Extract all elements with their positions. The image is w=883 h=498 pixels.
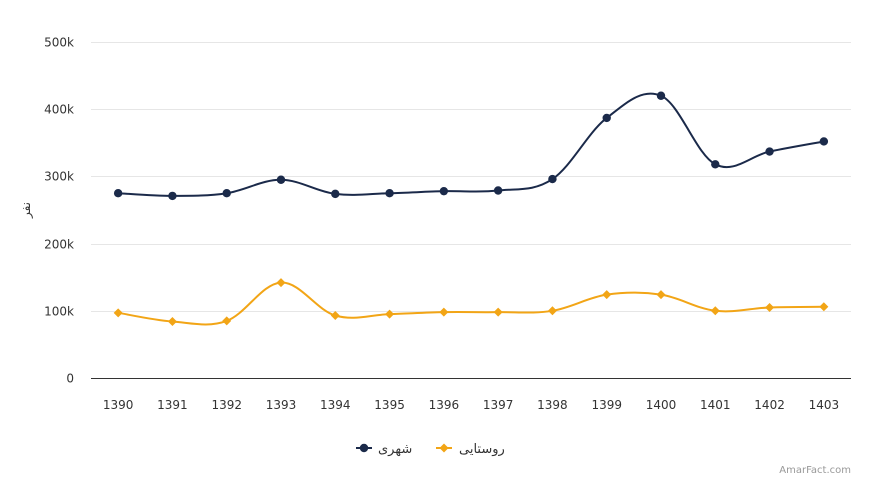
data-point[interactable] (711, 160, 720, 169)
data-point[interactable] (439, 307, 449, 317)
y-tick-label: 100k (44, 305, 74, 319)
x-tick-label: 1391 (157, 398, 188, 412)
x-tick-label: 1401 (700, 398, 731, 412)
data-point[interactable] (276, 175, 286, 184)
legend[interactable]: شهری روستایی (356, 442, 505, 457)
legend-label: روستایی (459, 442, 505, 457)
x-tick-label: 1396 (429, 398, 460, 412)
data-point[interactable] (656, 91, 666, 100)
series-line (117, 281, 824, 326)
data-point[interactable] (819, 137, 829, 146)
data-point[interactable] (765, 302, 775, 312)
data-point[interactable] (602, 113, 611, 123)
data-point[interactable] (710, 306, 720, 316)
data-point[interactable] (113, 189, 123, 198)
data-point[interactable] (222, 189, 231, 198)
data-point[interactable] (385, 309, 395, 319)
legend-item-1[interactable]: شهری (356, 442, 412, 457)
data-point[interactable] (819, 302, 829, 312)
y-tick-label: 500k (44, 36, 74, 50)
y-axis-ticks: 0 100k 200k 300k 400k 500k (44, 36, 74, 386)
data-point[interactable] (167, 317, 177, 327)
data-point[interactable] (168, 191, 177, 201)
data-point[interactable] (493, 307, 503, 317)
x-tick-label: 1390 (103, 398, 134, 412)
grid-lines (91, 42, 851, 312)
data-point[interactable] (439, 186, 449, 196)
x-tick-label: 1402 (754, 398, 785, 412)
y-tick-label: 200k (44, 238, 74, 252)
y-tick-label: 0 (66, 372, 74, 386)
x-tick-label: 1395 (374, 398, 405, 412)
x-tick-label: 1403 (809, 398, 840, 412)
credit-text: AmarFact.com (779, 465, 851, 476)
y-tick-label: 300k (44, 170, 74, 184)
x-tick-label: 1392 (211, 398, 242, 412)
legend-item-2[interactable]: روستایی (436, 442, 505, 457)
x-tick-label: 1397 (483, 398, 514, 412)
data-point[interactable] (385, 189, 394, 198)
x-tick-label: 1399 (591, 398, 622, 412)
data-point[interactable] (493, 186, 503, 195)
x-tick-label: 1394 (320, 398, 351, 412)
data-point[interactable] (765, 147, 774, 156)
x-tick-label: 1393 (266, 398, 297, 412)
data-point[interactable] (656, 290, 666, 300)
series-group (113, 91, 829, 327)
y-tick-label: 400k (44, 103, 74, 117)
data-point[interactable] (222, 316, 232, 326)
data-point[interactable] (331, 189, 340, 199)
series-1 (113, 91, 829, 201)
data-point[interactable] (547, 306, 557, 316)
legend-label: شهری (378, 442, 412, 457)
data-point[interactable] (602, 290, 612, 300)
data-point[interactable] (113, 308, 123, 318)
series-line (118, 92, 825, 197)
data-point[interactable] (330, 311, 340, 321)
data-point[interactable] (276, 278, 286, 288)
legend-marker[interactable] (359, 443, 369, 453)
data-point[interactable] (548, 174, 557, 184)
y-axis-label: نفر (19, 202, 34, 219)
legend-marker[interactable] (439, 443, 449, 453)
x-axis-ticks: 1390 1391 1392 1393 1394 1395 1396 1397 1398 1399… (103, 398, 839, 412)
x-tick-label: 1398 (537, 398, 568, 412)
x-tick-label: 1400 (646, 398, 677, 412)
series-2 (113, 278, 829, 327)
